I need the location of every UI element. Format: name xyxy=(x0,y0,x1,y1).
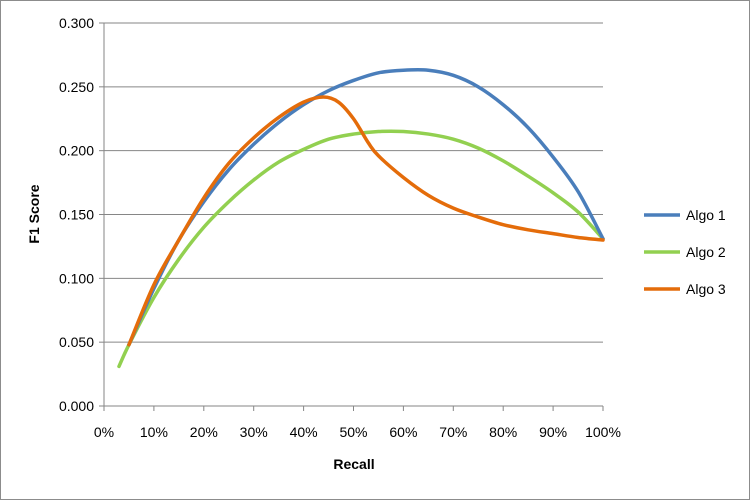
legend: Algo 1 Algo 2 Algo 3 xyxy=(644,207,726,297)
y-tick-label: 0.200 xyxy=(59,143,94,159)
x-tick-label: 40% xyxy=(290,424,318,440)
gridlines xyxy=(104,22,603,343)
y-tick-label: 0.050 xyxy=(59,334,94,350)
y-axis-title: F1 Score xyxy=(26,184,42,243)
legend-label-algo-3: Algo 3 xyxy=(686,281,726,297)
y-tick-label: 0.000 xyxy=(59,398,94,414)
x-axis-title: Recall xyxy=(333,456,374,472)
x-tick-label: 10% xyxy=(140,424,168,440)
x-tick-label: 60% xyxy=(389,424,417,440)
series-line-algo-1 xyxy=(127,68,605,347)
x-tick-label: 80% xyxy=(489,424,517,440)
legend-label-algo-1: Algo 1 xyxy=(686,207,726,223)
series-line-algo-3 xyxy=(127,95,605,347)
axes xyxy=(99,22,604,411)
x-tick-label: 100% xyxy=(585,424,621,440)
x-tick-label: 70% xyxy=(439,424,467,440)
y-tick-label: 0.150 xyxy=(59,207,94,223)
tick-labels: 0.000 0.050 0.100 0.150 0.200 0.250 0.300 0% 10%… xyxy=(59,15,621,440)
x-tick-label: 20% xyxy=(190,424,218,440)
x-tick-label: 30% xyxy=(240,424,268,440)
y-tick-label: 0.250 xyxy=(59,79,94,95)
y-tick-label: 0.300 xyxy=(59,15,94,31)
x-tick-label: 0% xyxy=(94,424,114,440)
x-tick-label: 50% xyxy=(339,424,367,440)
legend-label-algo-2: Algo 2 xyxy=(686,244,726,260)
series-lines xyxy=(117,68,605,369)
y-tick-label: 0.100 xyxy=(59,270,94,286)
x-tick-label: 90% xyxy=(539,424,567,440)
series-line-algo-2 xyxy=(117,129,605,369)
